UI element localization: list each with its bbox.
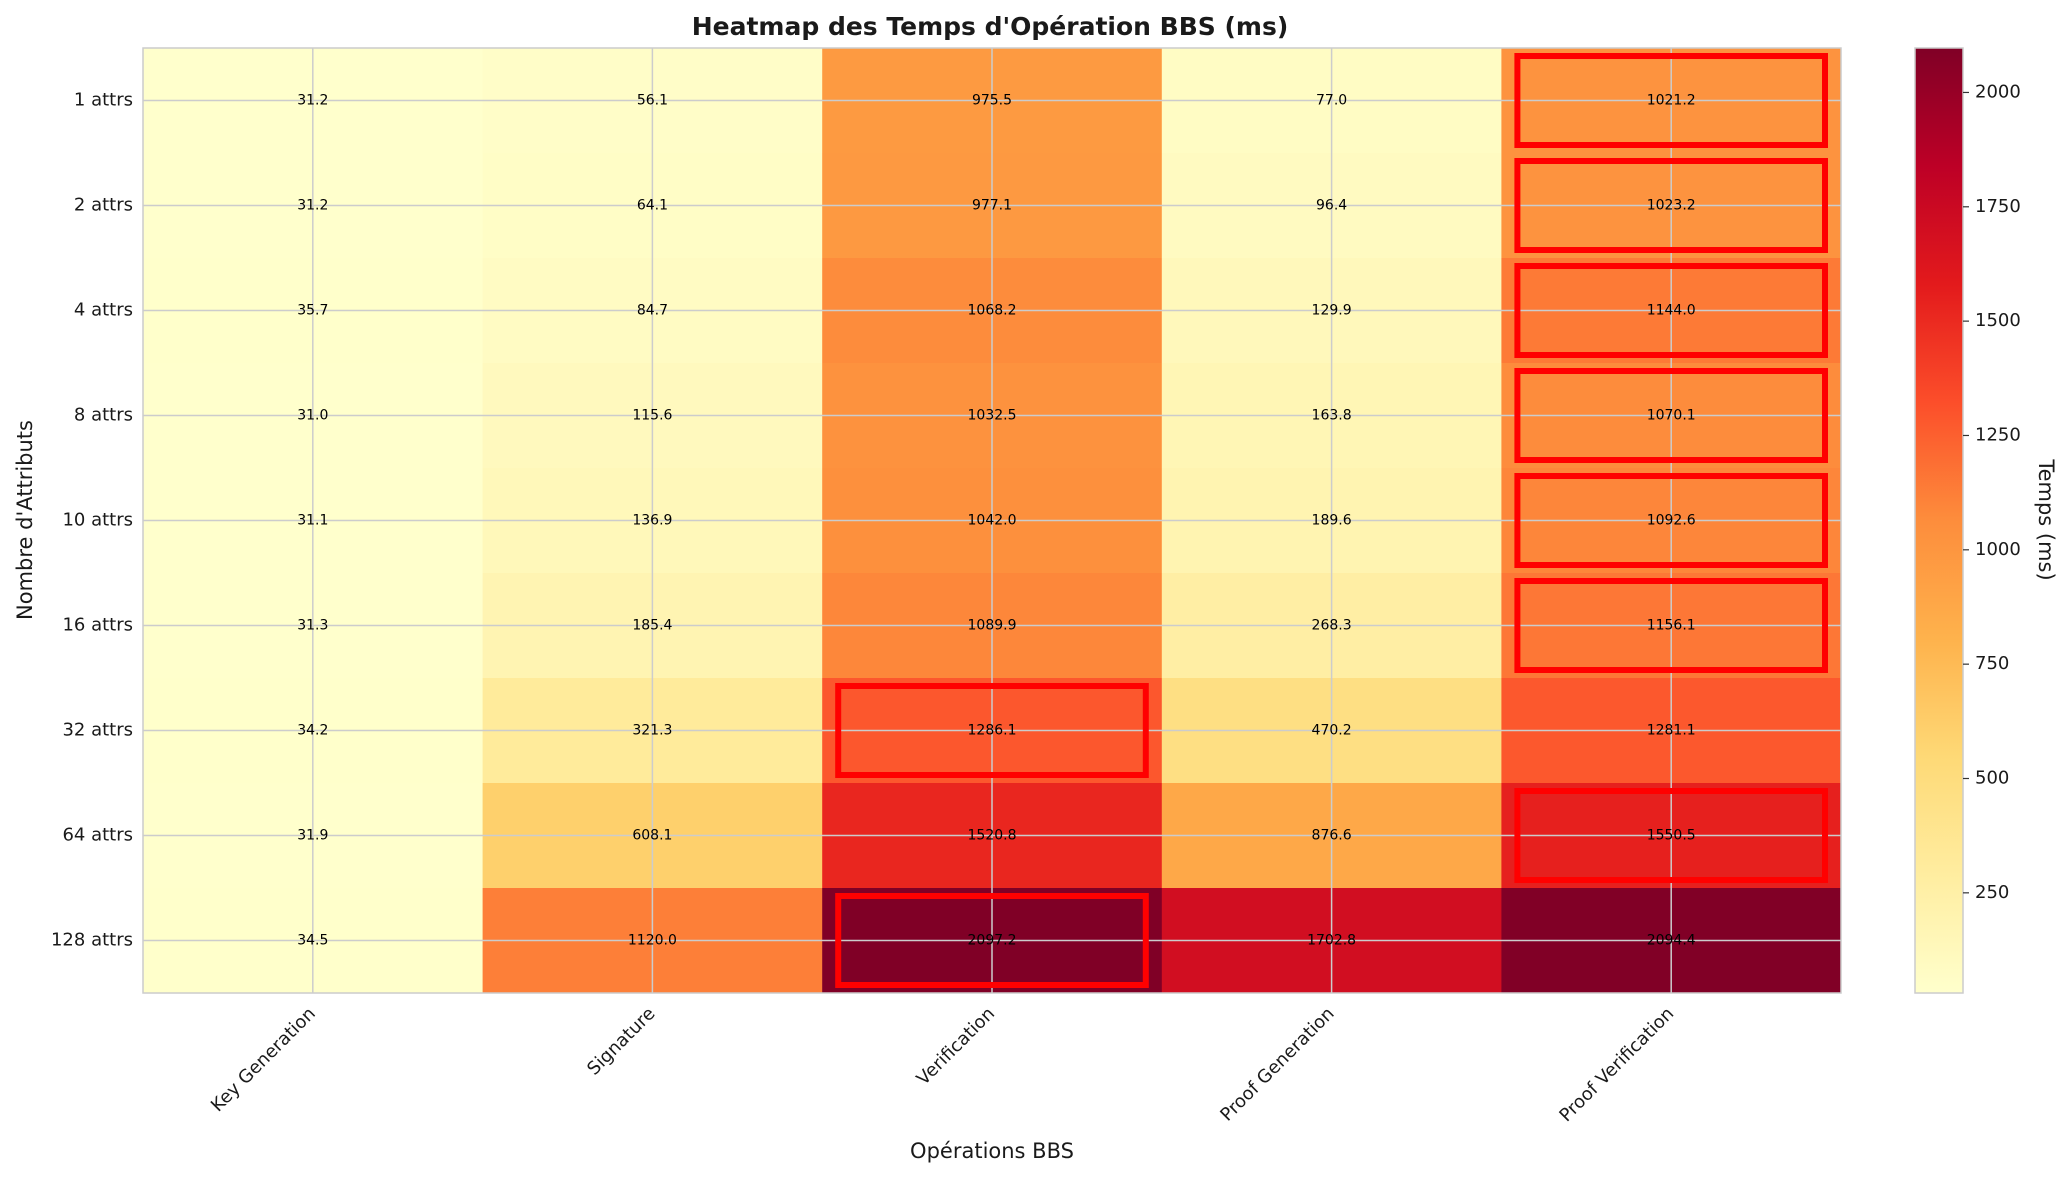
cell-label: 64.1 <box>637 198 668 214</box>
cell-label: 608.1 <box>632 828 672 844</box>
colorbar <box>1914 47 1964 994</box>
plot-frame <box>142 47 1842 994</box>
x-tick-label: Signature <box>583 1003 659 1079</box>
cell-label: 31.0 <box>297 408 328 424</box>
cell-label: 1286.1 <box>968 723 1017 739</box>
colorbar-tick-label: 500 <box>1975 767 2009 788</box>
cell-label: 31.3 <box>297 618 328 634</box>
x-axis-title: Opérations BBS <box>910 1139 1074 1163</box>
cell-label: 1144.0 <box>1647 303 1696 319</box>
y-tick-label: 1 attrs <box>74 90 133 111</box>
cell-label: 2094.4 <box>1647 933 1696 949</box>
cell-label: 1092.6 <box>1647 513 1696 529</box>
x-tick-label: Key Generation <box>207 1003 320 1116</box>
cell-label: 1068.2 <box>968 303 1017 319</box>
cell-label: 34.5 <box>297 933 328 949</box>
y-tick-label: 2 attrs <box>74 195 133 216</box>
colorbar-tick-label: 2000 <box>1975 81 2021 102</box>
y-tick-label: 64 attrs <box>62 825 133 846</box>
cell-label: 31.2 <box>297 93 328 109</box>
row-max-highlight <box>1514 473 1829 568</box>
colorbar-tick-label: 250 <box>1975 882 2009 903</box>
row-max-highlight <box>835 893 1149 988</box>
cell-label: 129.9 <box>1312 303 1352 319</box>
cell-label: 56.1 <box>637 93 668 109</box>
cell-label: 1281.1 <box>1647 723 1696 739</box>
cell-label: 31.2 <box>297 198 328 214</box>
y-tick-label: 16 attrs <box>62 615 133 636</box>
colorbar-tick-label: 1500 <box>1975 310 2021 331</box>
cell-label: 31.1 <box>297 513 328 529</box>
row-max-highlight <box>1514 53 1829 148</box>
cell-label: 34.2 <box>297 723 328 739</box>
row-max-highlight <box>1514 788 1829 883</box>
y-tick-label: 8 attrs <box>74 405 133 426</box>
y-tick-label: 4 attrs <box>74 300 133 321</box>
cell-label: 1520.8 <box>968 828 1017 844</box>
cell-label: 96.4 <box>1316 198 1347 214</box>
cell-label: 977.1 <box>972 198 1012 214</box>
x-tick-label: Proof Generation <box>1216 1003 1338 1125</box>
y-tick-label: 128 attrs <box>51 930 133 951</box>
row-max-highlight <box>1514 578 1829 673</box>
colorbar-tick-label: 1750 <box>1975 196 2021 217</box>
chart-title: Heatmap des Temps d'Opération BBS (ms) <box>692 12 1289 41</box>
y-tick-label: 10 attrs <box>62 510 133 531</box>
cell-label: 1021.2 <box>1647 93 1696 109</box>
colorbar-tick-label: 1250 <box>1975 424 2021 445</box>
cell-label: 77.0 <box>1316 93 1347 109</box>
cell-label: 470.2 <box>1312 723 1352 739</box>
cell-label: 1089.9 <box>968 618 1017 634</box>
cell-label: 185.4 <box>632 618 672 634</box>
cell-label: 2097.2 <box>968 933 1017 949</box>
cell-label: 189.6 <box>1312 513 1352 529</box>
cell-label: 975.5 <box>972 93 1012 109</box>
cell-label: 1042.0 <box>968 513 1017 529</box>
cell-label: 35.7 <box>297 303 328 319</box>
x-tick-label: Verification <box>913 1003 999 1089</box>
row-max-highlight <box>1514 158 1829 253</box>
y-axis-title: Nombre d'Attributs <box>13 420 37 620</box>
cell-label: 1550.5 <box>1647 828 1696 844</box>
colorbar-tick-label: 1000 <box>1975 539 2021 560</box>
cell-label: 136.9 <box>632 513 672 529</box>
cell-label: 321.3 <box>632 723 672 739</box>
cell-label: 876.6 <box>1312 828 1352 844</box>
colorbar-tick-label: 750 <box>1975 653 2009 674</box>
cell-label: 1070.1 <box>1647 408 1696 424</box>
cell-label: 115.6 <box>632 408 672 424</box>
cell-label: 1156.1 <box>1647 618 1696 634</box>
cell-label: 1120.0 <box>628 933 677 949</box>
cell-label: 268.3 <box>1312 618 1352 634</box>
row-max-highlight <box>1514 263 1829 358</box>
row-max-highlight <box>1514 368 1829 463</box>
cell-label: 1023.2 <box>1647 198 1696 214</box>
y-tick-label: 32 attrs <box>62 720 133 741</box>
cell-label: 163.8 <box>1312 408 1352 424</box>
cell-label: 31.9 <box>297 828 328 844</box>
colorbar-title: Temps (ms) <box>2034 458 2058 580</box>
cell-label: 84.7 <box>637 303 668 319</box>
cell-label: 1032.5 <box>968 408 1017 424</box>
x-tick-label: Proof Verification <box>1555 1003 1678 1126</box>
row-max-highlight <box>835 683 1149 778</box>
cell-label: 1702.8 <box>1307 933 1356 949</box>
